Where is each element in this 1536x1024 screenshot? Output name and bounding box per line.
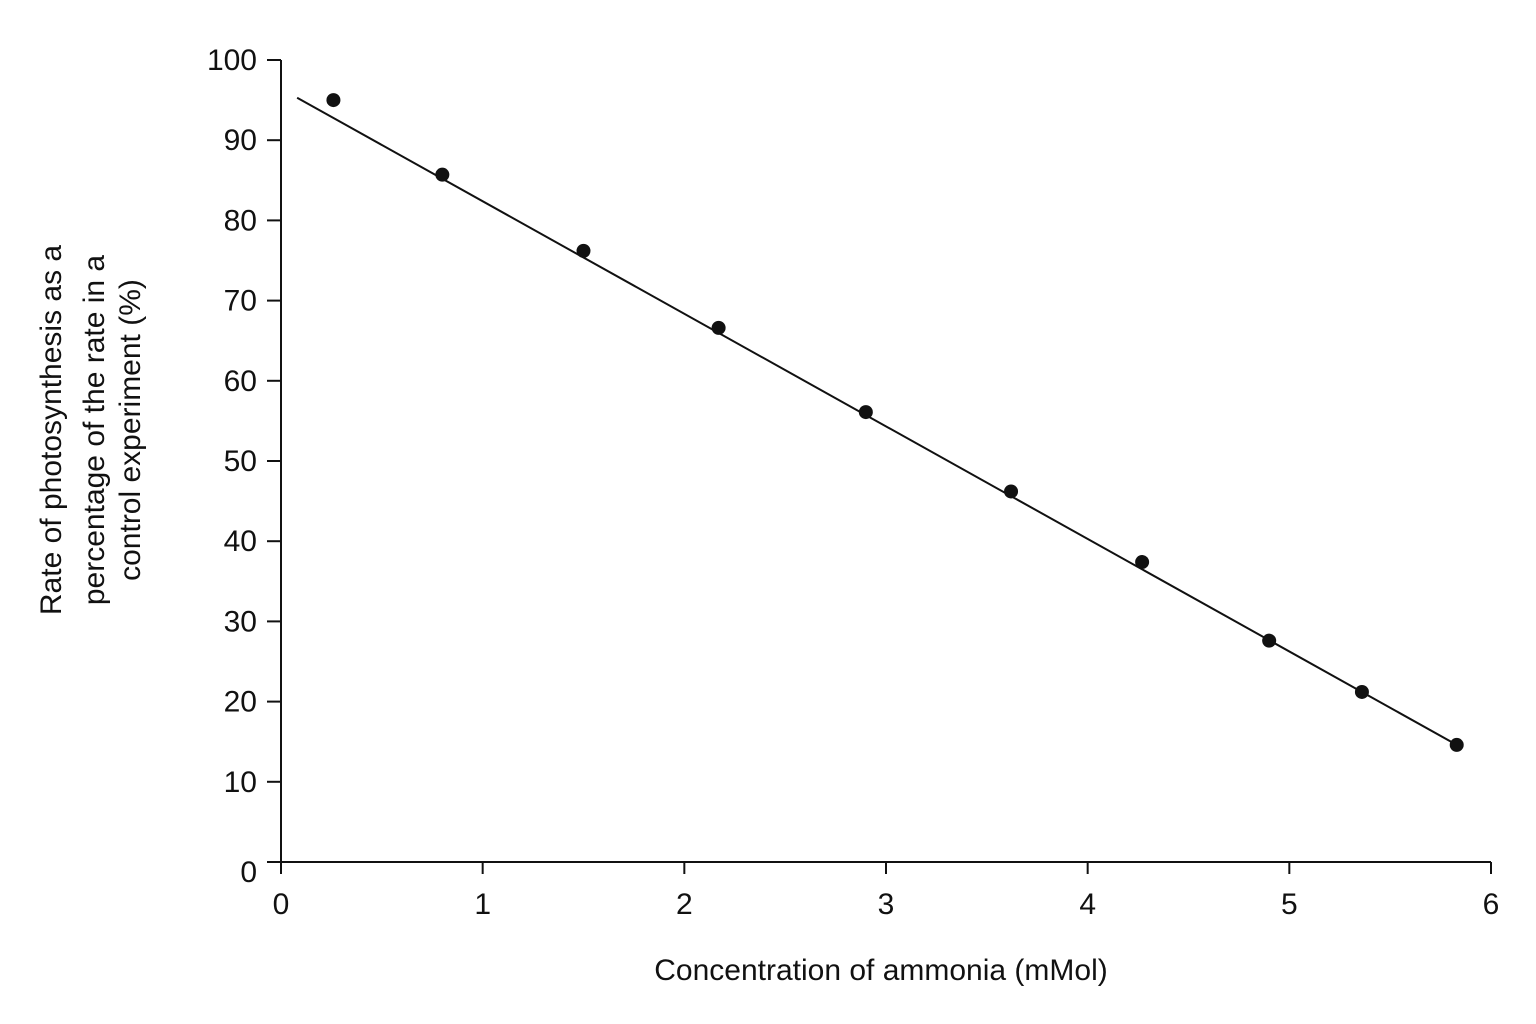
y-tick-label: 10 — [224, 766, 257, 799]
y-tick-label: 60 — [224, 365, 257, 398]
y-axis-title-line-2: percentage of the rate in a — [78, 255, 111, 606]
y-tick-label: 40 — [224, 525, 257, 558]
data-point — [576, 243, 591, 258]
y-axis-title: Rate of photosynthesis as a percentage o… — [35, 245, 147, 616]
trendline-group — [296, 96, 1458, 746]
data-point — [1354, 684, 1369, 699]
x-tick-label: 6 — [1483, 888, 1500, 921]
y-tick-label: 80 — [224, 204, 257, 237]
y-tick-label: 20 — [224, 686, 257, 719]
data-point — [1449, 737, 1464, 752]
data-point — [1135, 555, 1150, 570]
y-axis-title-line-1: Rate of photosynthesis as a — [35, 245, 68, 616]
x-tick-label: 2 — [676, 888, 693, 921]
axes — [267, 60, 1491, 863]
data-point — [435, 167, 450, 182]
data-point — [1262, 633, 1277, 648]
x-tick-label: 5 — [1281, 888, 1298, 921]
y-tick-label: 0 — [240, 856, 257, 889]
trendline — [296, 96, 1458, 746]
data-points — [326, 93, 1464, 752]
y-tick-label: 100 — [207, 44, 257, 77]
x-axis-title: Concentration of ammonia (mMol) — [654, 954, 1108, 987]
data-point — [858, 405, 873, 420]
x-tick-label: 1 — [474, 888, 491, 921]
data-point — [326, 93, 341, 108]
data-point — [711, 320, 726, 335]
x-tick-label: 4 — [1079, 888, 1096, 921]
y-tick-label: 70 — [224, 285, 257, 318]
x-tick-label: 0 — [273, 888, 290, 921]
y-tick-label: 30 — [224, 605, 257, 638]
x-tick-label: 3 — [878, 888, 895, 921]
y-tick-label: 90 — [224, 124, 257, 157]
y-tick-label: 50 — [224, 445, 257, 478]
data-point — [1004, 484, 1019, 499]
y-axis-title-line-3: control experiment (%) — [114, 279, 147, 581]
ticks: 0 10 20 30 40 50 60 70 80 90 100 0 1 2 3 4 5 6 — [207, 44, 1499, 921]
